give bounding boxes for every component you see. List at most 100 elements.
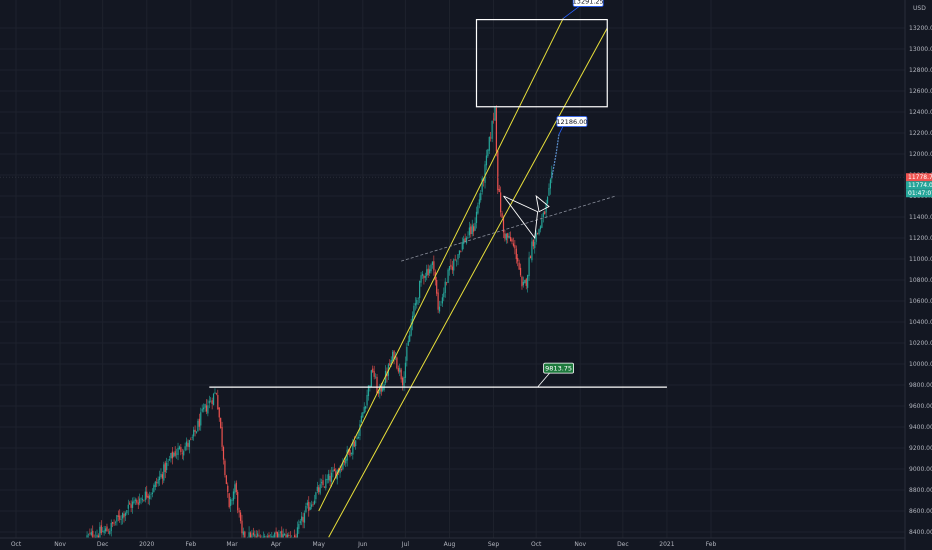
candle-body xyxy=(473,226,475,232)
candle-body xyxy=(194,429,196,432)
y-tick-label: 10200.00 xyxy=(909,340,932,347)
target-box[interactable] xyxy=(475,19,608,108)
candle-body xyxy=(231,500,233,501)
candle-body xyxy=(137,502,139,505)
candle-body xyxy=(508,235,510,239)
x-tick-label: Jul xyxy=(401,541,410,548)
candle-body xyxy=(225,475,227,484)
x-tick-label: Nov xyxy=(574,541,586,548)
candle-body xyxy=(440,304,442,306)
candle-body xyxy=(180,447,182,453)
y-tick-label: 12400.00 xyxy=(909,109,932,116)
callout-box[interactable] xyxy=(556,116,588,127)
candle-body xyxy=(390,359,392,365)
candle-body xyxy=(465,237,468,244)
candle-body xyxy=(535,233,537,242)
candle-body xyxy=(436,280,438,294)
candle-body xyxy=(124,512,127,516)
candle-body xyxy=(129,503,131,505)
candle-body xyxy=(477,205,479,214)
y-tick-label: 11200.00 xyxy=(909,235,932,242)
candle-body xyxy=(382,387,384,391)
x-tick-label: Nov xyxy=(54,541,66,548)
candle-body xyxy=(332,470,334,472)
candle-body xyxy=(150,494,152,495)
triangle-pattern[interactable] xyxy=(503,195,539,240)
candle-body xyxy=(400,369,402,380)
candle-body xyxy=(420,275,422,283)
candle-body xyxy=(363,406,365,414)
y-tick-label: 9800.00 xyxy=(909,382,932,389)
candle-layer xyxy=(86,105,553,538)
candle-body xyxy=(99,526,101,538)
candle-body xyxy=(220,417,222,428)
candle-body xyxy=(528,257,530,277)
candle-body xyxy=(377,391,380,394)
candle-body xyxy=(305,505,307,513)
candle-body xyxy=(521,276,523,287)
candle-body xyxy=(274,532,276,538)
x-tick-label: May xyxy=(313,541,326,548)
trend-line[interactable] xyxy=(401,195,616,262)
candle-body xyxy=(413,305,415,317)
candle-body xyxy=(227,485,229,492)
projection-path[interactable] xyxy=(551,134,560,178)
candle-body xyxy=(281,530,283,538)
candle-body xyxy=(244,531,246,538)
candle-body xyxy=(443,292,445,298)
candle-body xyxy=(431,261,434,265)
candle-body xyxy=(353,441,355,447)
candle-body xyxy=(457,254,459,260)
candle-body xyxy=(326,478,328,480)
candle-body xyxy=(106,526,108,532)
candle-body xyxy=(257,533,259,537)
triangle-pattern-small[interactable] xyxy=(535,194,550,213)
candle-body xyxy=(249,532,252,538)
candle-body xyxy=(507,233,509,238)
candle-body xyxy=(403,376,405,388)
callout-box[interactable] xyxy=(572,0,604,7)
currency-label: USD xyxy=(913,5,926,12)
candle-body xyxy=(541,219,543,228)
grid-layer xyxy=(0,0,905,538)
candle-body xyxy=(396,357,398,369)
candle-body xyxy=(350,452,353,454)
candle-body xyxy=(362,412,364,418)
candle-body xyxy=(87,534,90,536)
candle-body xyxy=(248,532,250,538)
channel-upper[interactable] xyxy=(318,18,564,512)
candle-body xyxy=(97,535,100,538)
callout-layer[interactable]: 13291.25 12186.00 9813.75 xyxy=(537,0,604,388)
callout-box[interactable] xyxy=(543,362,575,374)
candle-body xyxy=(235,482,237,493)
candle-body xyxy=(505,233,507,241)
candle-body xyxy=(146,491,148,498)
callout-pointer xyxy=(537,372,550,388)
y-tick-label: 13200.00 xyxy=(909,25,932,32)
drawing-layer[interactable] xyxy=(0,18,905,538)
candle-body xyxy=(282,534,284,538)
candle-body xyxy=(460,250,462,252)
candle-body xyxy=(345,459,347,464)
candle-body xyxy=(374,376,377,378)
candle-body xyxy=(264,536,266,538)
callout-pointer xyxy=(562,6,580,19)
candle-body xyxy=(288,534,290,537)
candle-body xyxy=(471,224,473,235)
candle-body xyxy=(110,522,112,532)
candle-body xyxy=(349,449,351,456)
channel-lower[interactable] xyxy=(328,27,608,538)
y-tick-label: 12600.00 xyxy=(909,88,932,95)
candle-body xyxy=(176,453,178,455)
candle-body xyxy=(299,521,301,524)
candle-body xyxy=(313,500,316,505)
candle-body xyxy=(171,451,173,459)
candle-body xyxy=(367,385,370,396)
candle-body xyxy=(156,482,158,484)
candle-body xyxy=(147,495,149,499)
candle-body xyxy=(416,299,418,305)
candle-body xyxy=(103,530,105,534)
candle-body xyxy=(112,522,114,524)
